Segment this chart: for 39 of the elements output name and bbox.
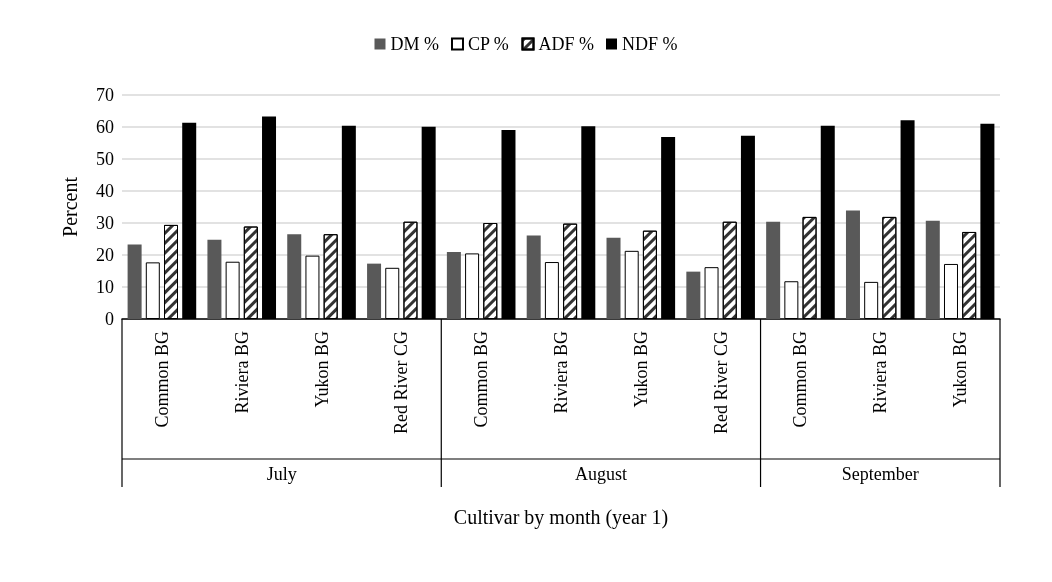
legend-label: DM % xyxy=(390,34,439,54)
y-axis-title: Percent xyxy=(59,176,81,237)
bar xyxy=(925,220,940,319)
x-tick-label: Yukon BG xyxy=(630,331,651,408)
bar xyxy=(446,252,461,319)
bar xyxy=(207,239,222,319)
bar xyxy=(367,263,382,319)
bar xyxy=(526,235,541,319)
y-tick-label: 10 xyxy=(96,277,114,297)
legend-label: NDF % xyxy=(622,34,678,54)
bar xyxy=(287,234,302,319)
x-tick-label: Red River CG xyxy=(710,331,731,434)
x-tick-label: Red River CG xyxy=(391,331,412,434)
y-tick-label: 30 xyxy=(96,213,114,233)
text: August xyxy=(574,464,627,484)
x-tick-label: Riviera BG xyxy=(870,331,891,414)
x-tick-label: Yukon BG xyxy=(311,331,332,408)
text: July xyxy=(266,464,297,484)
y-tick-label: 0 xyxy=(105,309,114,329)
y-tick-label: 60 xyxy=(96,117,114,137)
x-tick-label: Common BG xyxy=(151,331,172,428)
x-tick-label: Common BG xyxy=(471,331,492,428)
bar xyxy=(606,237,621,319)
text: September xyxy=(841,464,919,484)
legend-label: ADF % xyxy=(538,34,595,54)
x-tick-label: Common BG xyxy=(790,331,811,428)
bar xyxy=(766,221,781,319)
bar xyxy=(127,244,142,319)
y-tick-label: 50 xyxy=(96,149,114,169)
legend-label: CP % xyxy=(467,34,509,54)
x-tick-label: Yukon BG xyxy=(950,331,971,408)
bar xyxy=(686,271,701,319)
x-tick-label: Riviera BG xyxy=(231,331,252,414)
x-axis-title: Cultivar by month (year 1) xyxy=(453,506,669,529)
x-tick-label: Riviera BG xyxy=(551,331,571,414)
bar xyxy=(845,210,860,319)
y-tick-label: 20 xyxy=(96,245,114,265)
y-tick-label: 40 xyxy=(96,181,114,201)
y-tick-label: 70 xyxy=(96,85,114,105)
